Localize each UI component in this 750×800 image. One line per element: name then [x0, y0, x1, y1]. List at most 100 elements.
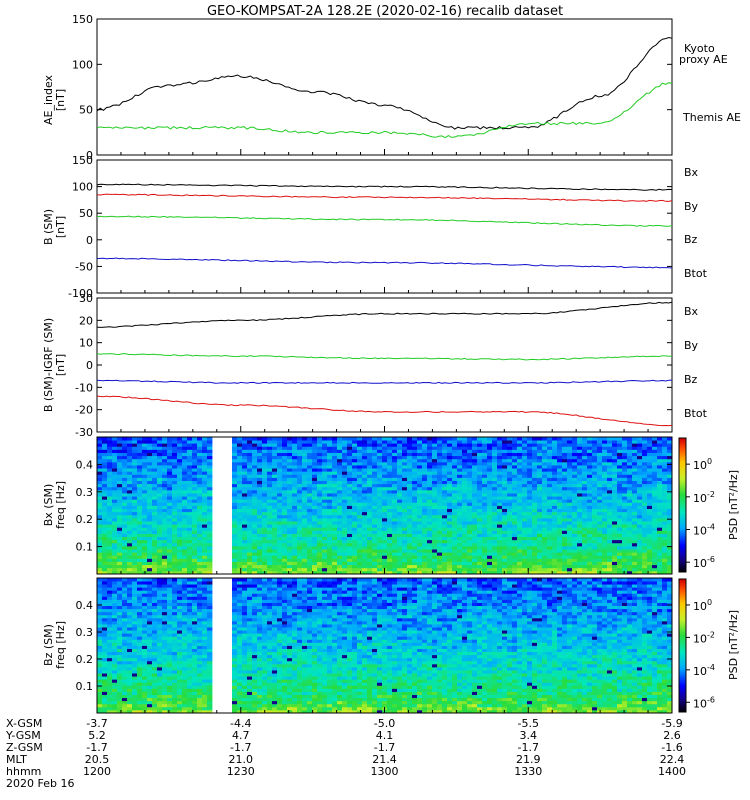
spectrogram-cell — [502, 458, 508, 463]
spectrogram-cell — [132, 555, 138, 559]
spectrogram-cell — [417, 530, 423, 534]
spectrogram-cell — [557, 542, 563, 547]
spectrogram-cell — [627, 483, 633, 488]
spectrogram-cell — [607, 536, 613, 541]
spectrogram-cell — [352, 474, 358, 478]
spectrogram-cell — [317, 499, 323, 503]
spectrogram-cell — [407, 446, 413, 450]
spectrogram-cell — [587, 539, 593, 544]
spectrogram-cell — [237, 465, 243, 469]
spectrogram-cell — [357, 558, 363, 562]
spectrogram-cell — [282, 483, 288, 488]
spectrogram-cell — [652, 461, 658, 466]
spectrogram-cell — [667, 471, 673, 475]
spectrogram-cell — [97, 706, 103, 711]
spectrogram-cell — [102, 539, 108, 544]
spectrogram-cell — [572, 517, 578, 522]
spectrogram-cell — [167, 493, 173, 497]
spectrogram-cell — [312, 449, 318, 453]
spectrogram-cell — [202, 449, 208, 453]
spectrogram-cell — [252, 480, 258, 485]
spectrogram-cell — [102, 636, 108, 640]
spectrogram-cell — [202, 521, 208, 525]
spectrogram-cell — [632, 567, 638, 572]
spectrogram-cell — [637, 527, 643, 531]
spectrogram-cell — [152, 539, 158, 544]
spectrogram-cell — [507, 533, 513, 538]
spectrogram-cell — [617, 564, 623, 569]
spectrogram-cell — [187, 542, 193, 547]
spectrogram-cell — [97, 617, 103, 622]
spectrogram-cell — [257, 502, 263, 506]
spectrogram-cell — [467, 496, 473, 500]
spectrogram-cell — [167, 465, 173, 469]
spectrogram-cell — [602, 461, 608, 466]
spectrogram-cell — [97, 660, 103, 665]
spectrogram-cell — [322, 524, 328, 528]
spectrogram-cell — [422, 570, 428, 575]
spectrogram-cell — [662, 477, 668, 481]
spectrogram-cell — [502, 465, 508, 469]
spectrogram-cell — [312, 561, 318, 566]
spectrogram-cell — [117, 514, 123, 519]
spectrogram-cell — [487, 511, 493, 516]
spectrogram-cell — [612, 477, 618, 481]
spectrogram-cell — [537, 567, 543, 572]
spectrogram-cell — [117, 477, 123, 481]
spectrogram-cell — [457, 514, 463, 519]
spectrogram-cell — [127, 474, 133, 478]
spectrogram-cell — [352, 552, 358, 556]
spectrogram-cell — [122, 517, 128, 522]
spectrogram-cell — [457, 499, 463, 503]
spectrogram-cell — [557, 452, 563, 457]
spectrogram-cell — [127, 542, 133, 547]
spectrogram-cell — [182, 496, 188, 500]
spectrogram-cell — [367, 539, 373, 544]
spectrogram-cell — [502, 452, 508, 457]
spectrogram-cell — [202, 483, 208, 488]
spectrogram-cell — [272, 502, 278, 506]
spectrogram-cell — [457, 524, 463, 528]
spectrogram-cell — [607, 471, 613, 475]
spectrogram-cell — [552, 446, 558, 450]
spectrogram-cell — [372, 570, 378, 575]
spectrogram-cell — [402, 533, 408, 538]
spectrogram-cell — [117, 567, 123, 572]
spectrogram-cell — [632, 489, 638, 494]
spectrogram-cell — [147, 533, 153, 538]
spectrogram-cell — [557, 555, 563, 559]
spectrogram-cell — [372, 542, 378, 547]
spectrogram-cell — [97, 527, 103, 531]
spectrogram-cell — [547, 521, 553, 525]
spectrogram-cell — [97, 651, 103, 656]
spectrogram-cell — [602, 524, 608, 528]
spectrogram-cell — [642, 558, 648, 562]
spectrogram-cell — [337, 449, 343, 453]
spectrogram-cell — [302, 511, 308, 516]
spectrogram-cell — [202, 552, 208, 556]
spectrogram-cell — [617, 443, 623, 447]
spectrogram-cell — [517, 486, 523, 491]
spectrogram-cell — [207, 508, 213, 513]
spectrogram-cell — [372, 564, 378, 569]
spectrogram-cell — [652, 505, 658, 510]
spectrogram-cell — [367, 570, 373, 575]
spectrogram-cell — [442, 508, 448, 513]
spectrogram-cell — [527, 558, 533, 562]
spectrogram-cell — [372, 471, 378, 475]
spectrogram-cell — [297, 570, 303, 575]
spectrogram-cell — [372, 465, 378, 469]
spectrogram-cell — [597, 558, 603, 562]
spectrogram-cell — [342, 496, 348, 500]
spectrogram-cell — [612, 461, 618, 466]
spectrogram-cell — [467, 480, 473, 485]
spectrogram-cell — [437, 536, 443, 541]
spectrogram-cell — [562, 536, 568, 541]
spectrogram-cell — [402, 545, 408, 550]
spectrogram-cell — [127, 455, 133, 460]
spectrogram-cell — [97, 533, 103, 538]
spectrogram-cell — [102, 440, 108, 444]
spectrogram-cell — [402, 524, 408, 528]
spectrogram-cell — [532, 477, 538, 481]
spectrogram-cell — [277, 561, 283, 566]
